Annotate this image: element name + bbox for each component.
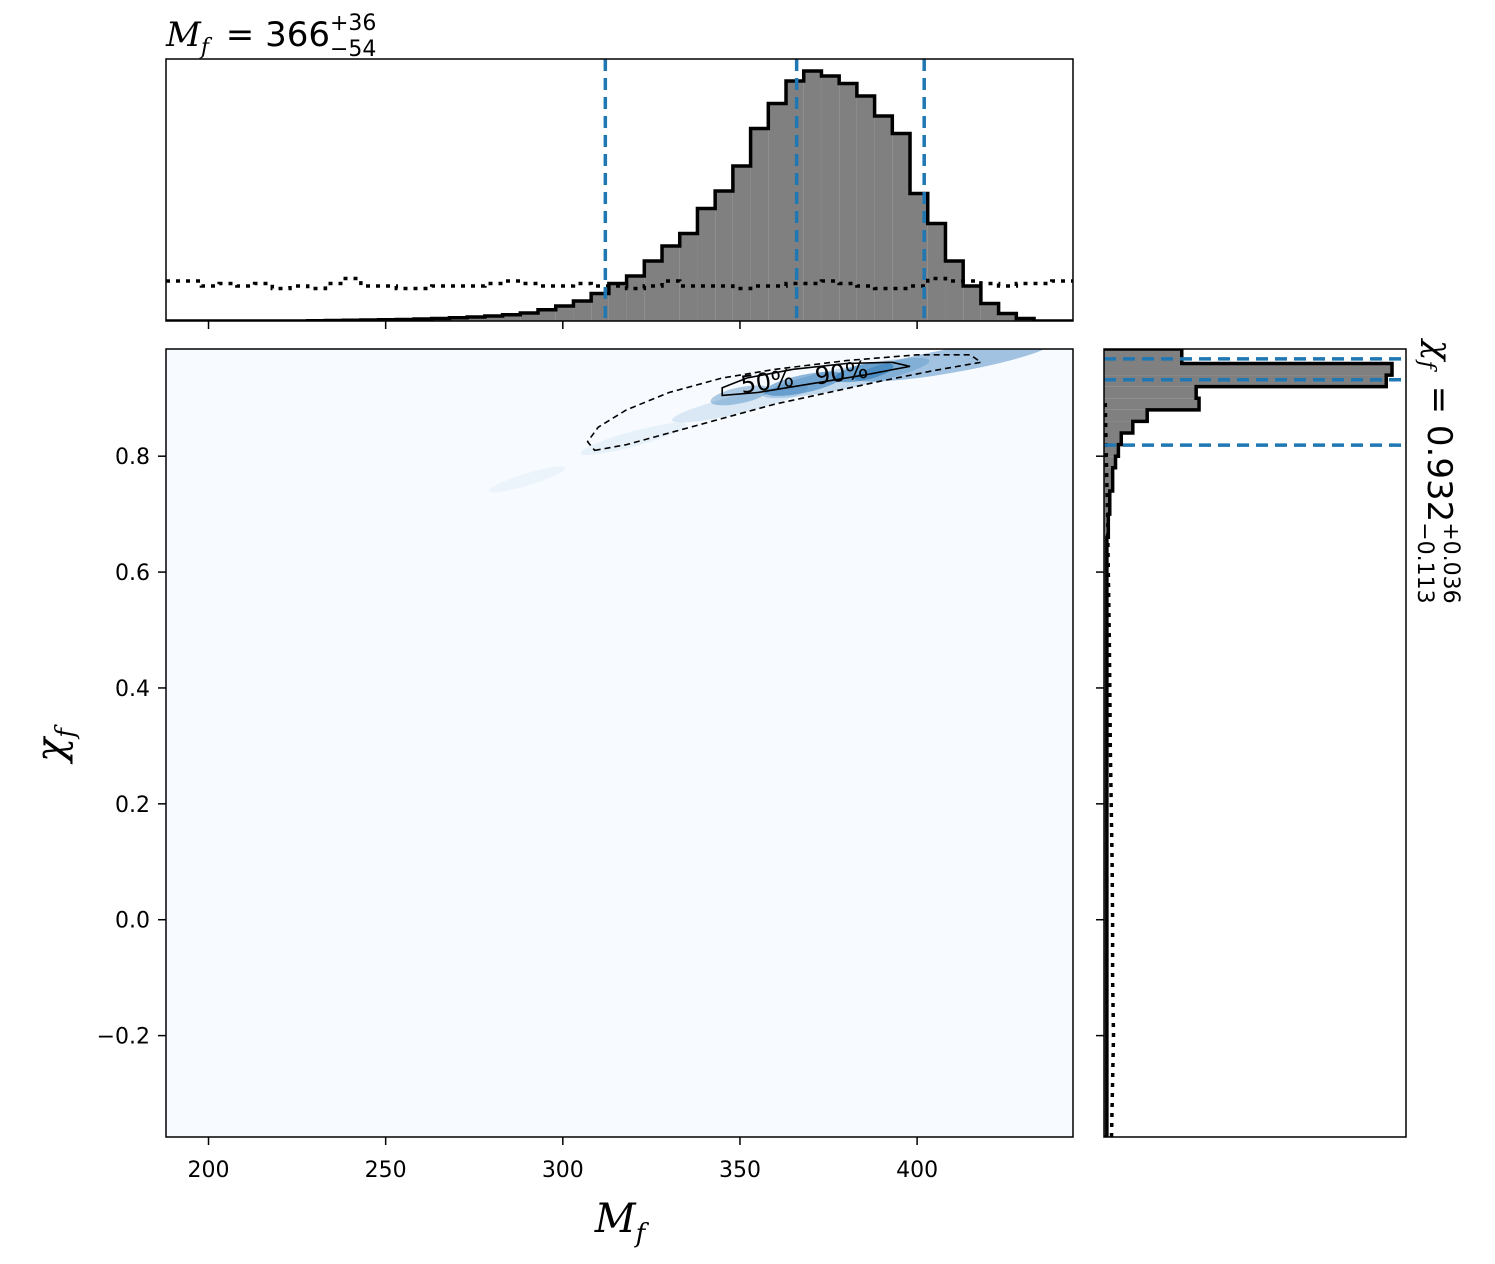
x-tick-label: 350	[719, 1158, 761, 1183]
right-hist-bar	[1104, 363, 1392, 376]
top-marginal-title: Mf = 366+36 −54	[165, 11, 376, 62]
joint-x-ticks: 200 250 300 350 400	[188, 1137, 938, 1183]
top-hist-bar	[697, 208, 716, 321]
top-hist-bar	[803, 71, 822, 321]
x-tick-label: 200	[188, 1158, 230, 1183]
top-hist-bar	[467, 317, 485, 321]
right-hist-bar	[1104, 467, 1113, 491]
top-prior-line	[166, 276, 1073, 291]
y-tick-label: 0.4	[115, 677, 150, 702]
top-hist-bar	[538, 309, 556, 321]
contour-90-percent	[586, 354, 983, 452]
right-marginal-title: χf = 0.932+0.036−0.113	[1412, 338, 1463, 604]
right-hist-bar	[1104, 433, 1122, 445]
right-hist-bar	[1104, 409, 1148, 422]
top-marginal-x-ticks	[207, 321, 918, 329]
right-marginal-background	[1104, 349, 1406, 1137]
top-hist-bar	[715, 191, 733, 321]
joint-contours	[586, 354, 983, 452]
right-hist-bar	[1104, 386, 1197, 399]
top-hist-bar	[520, 313, 539, 321]
top-hist-bar	[839, 83, 857, 321]
density-core	[764, 371, 843, 396]
density-blob	[489, 466, 566, 493]
top-marginal-frame	[165, 58, 1074, 322]
top-hist-bar	[963, 286, 981, 321]
top-marginal-quantile-lines	[603, 59, 926, 321]
top-hist-bar	[927, 223, 946, 321]
top-hist-bar	[998, 313, 1017, 321]
right-prior-line	[1104, 398, 1116, 1137]
top-marginal-panel: Mf = 366+36 −54	[165, 11, 1074, 329]
contour-50-percent	[721, 361, 911, 397]
right-hist-bar	[1104, 349, 1182, 364]
right-hist-bar	[1104, 444, 1119, 457]
top-hist-bar	[626, 276, 645, 321]
x-axis-title: Mf	[594, 1196, 650, 1249]
joint-frame	[165, 348, 1074, 1138]
x-tick-label: 300	[542, 1158, 584, 1183]
x-tick-label: 250	[365, 1158, 407, 1183]
top-hist-bar	[856, 96, 875, 321]
top-hist-bar	[573, 301, 592, 321]
top-hist-bar	[484, 316, 503, 321]
x-tick-label: 400	[896, 1158, 938, 1183]
top-hist-bar	[980, 303, 999, 321]
right-marginal-quantile-lines	[1104, 357, 1406, 447]
y-tick-label: 0.2	[115, 793, 150, 818]
right-marginal-y-ticks	[1096, 455, 1104, 1037]
right-marginal-panel: χf = 0.932+0.036−0.113	[1096, 338, 1463, 1138]
top-hist-bar	[892, 133, 911, 321]
top-hist-bar	[786, 81, 804, 321]
y-axis-title: χf	[28, 724, 81, 765]
right-hist-bar	[1104, 490, 1110, 515]
density-blob	[854, 349, 1052, 382]
top-hist-bar	[679, 233, 698, 321]
right-hist-bar	[1104, 398, 1200, 410]
right-marginal-frame	[1103, 348, 1407, 1138]
joint-panel: 50% 90% 200 250 300 350 400 −0.20.00.20.40.60…	[28, 348, 1074, 1249]
top-hist-bar	[732, 166, 751, 321]
top-hist-bar	[945, 261, 964, 321]
right-hist-bar	[1104, 456, 1116, 468]
top-hist-bar	[750, 128, 769, 321]
top-hist-bar	[874, 116, 893, 321]
density-blob	[580, 422, 687, 455]
y-tick-label: 0.6	[115, 561, 150, 586]
top-hist-bar	[608, 283, 627, 321]
top-marginal-prior	[166, 276, 1073, 291]
top-hist-bar	[662, 246, 680, 321]
top-hist-bar	[555, 306, 574, 321]
y-tick-label: −0.2	[97, 1025, 150, 1050]
y-tick-label: 0.8	[115, 445, 150, 470]
right-marginal-prior	[1104, 398, 1116, 1137]
top-hist-bar	[821, 76, 840, 321]
top-hist-bar	[768, 103, 787, 321]
density-core	[710, 385, 770, 406]
right-hist-bar	[1104, 421, 1133, 434]
joint-y-ticks: −0.2 0.0 0.2 0.4 0.6 0.8	[97, 445, 166, 1050]
top-hist-outline	[166, 69, 1073, 321]
joint-density-background	[166, 349, 1073, 1137]
top-hist-bar	[644, 261, 663, 321]
y-tick-label: 0.0	[115, 909, 150, 934]
top-hist-bar	[502, 314, 521, 321]
